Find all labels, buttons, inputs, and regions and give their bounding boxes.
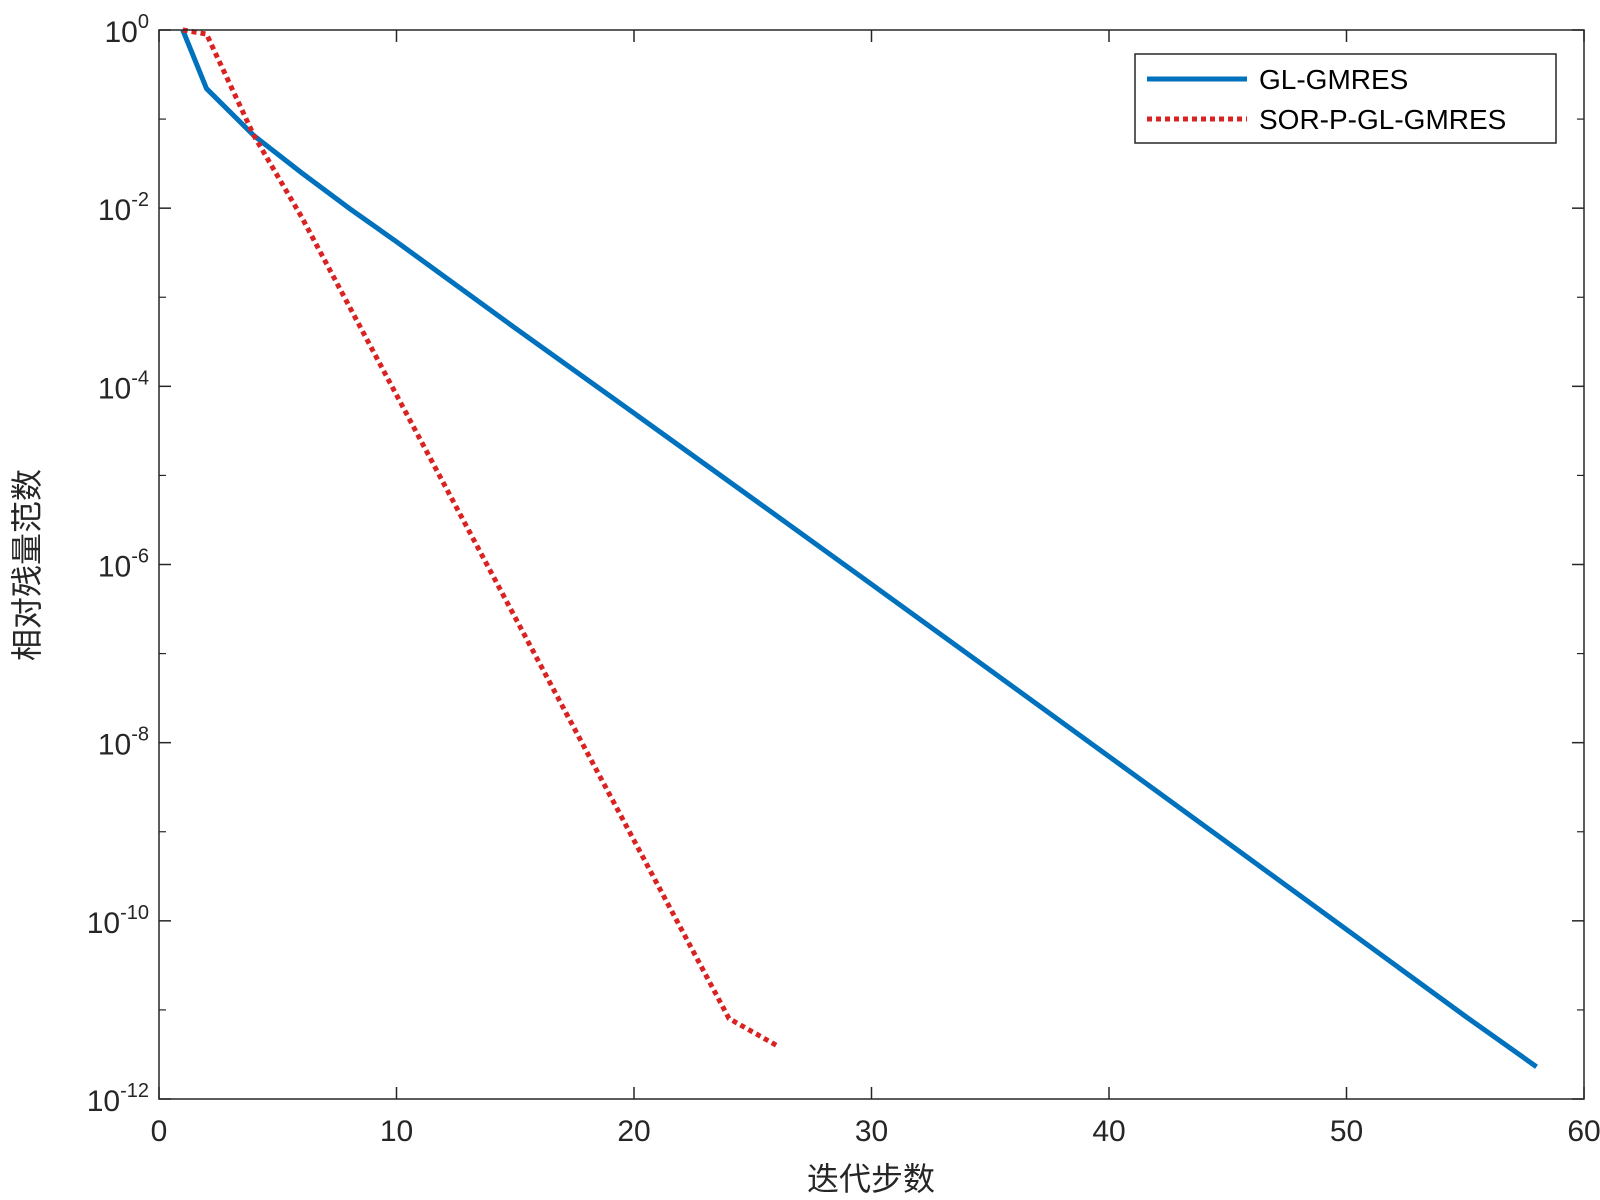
legend-label-gl-gmres: GL-GMRES <box>1259 64 1408 95</box>
y-tick-label: 10-4 <box>98 367 149 405</box>
y-tick-label: 10-10 <box>87 902 149 940</box>
x-tick-label: 30 <box>855 1115 888 1148</box>
y-tick-label: 100 <box>105 11 150 49</box>
y-tick-label: 10-8 <box>98 724 149 762</box>
series-line-sor-p-gl-gmres <box>182 27 778 1048</box>
x-tick-label: 60 <box>1567 1115 1600 1148</box>
x-axis-title: 迭代步数 <box>807 1160 935 1198</box>
axes-frame <box>158 29 1585 1100</box>
x-tick-label: 50 <box>1330 1115 1363 1148</box>
legend: GL-GMRES SOR-P-GL-GMRES <box>1134 53 1557 144</box>
tick-labels-layer: 0 10 20 30 40 50 60 100 10-2 10-4 10-6 10-8 10-10 10-… <box>87 11 1600 1148</box>
series-layer <box>180 27 1538 1069</box>
legend-box <box>1134 53 1557 144</box>
x-tick-label: 20 <box>617 1115 650 1148</box>
x-tick-label: 40 <box>1092 1115 1125 1148</box>
y-tick-label: 10-2 <box>98 189 149 227</box>
legend-label-sor-p-gl-gmres: SOR-P-GL-GMRES <box>1259 104 1506 135</box>
plot-area <box>159 30 1584 1099</box>
x-tick-label: 10 <box>380 1115 413 1148</box>
y-tick-label: 10-6 <box>98 546 149 584</box>
y-axis-title: 相对残量范数 <box>8 469 46 661</box>
y-tick-label: 10-12 <box>87 1080 149 1118</box>
series-line-gl-gmres <box>180 29 1538 1069</box>
x-tick-label: 0 <box>151 1115 168 1148</box>
